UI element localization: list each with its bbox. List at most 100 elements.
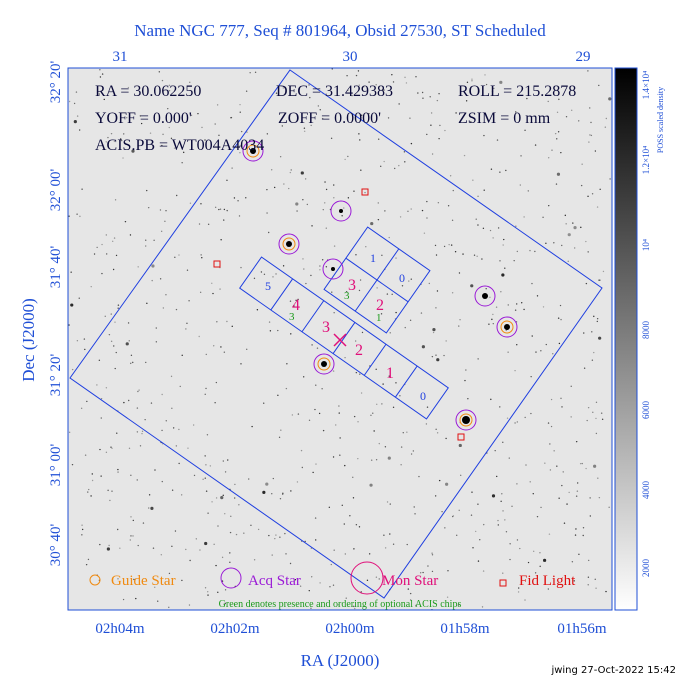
sky-speck (386, 501, 389, 503)
info-text: YOFF = 0.000' (95, 110, 192, 127)
sky-speck (377, 202, 379, 204)
sky-speck (338, 405, 340, 407)
sky-speck (354, 340, 357, 342)
sky-speck (332, 584, 335, 586)
sky-speck (567, 233, 571, 237)
sky-speck (124, 220, 127, 223)
sky-speck (96, 246, 98, 249)
sky-speck (81, 528, 84, 531)
sky-speck (179, 385, 181, 388)
sky-speck (278, 436, 281, 439)
sky-speck (207, 512, 209, 514)
sky-speck (388, 375, 390, 377)
sky-speck (551, 149, 553, 151)
sky-speck (488, 323, 490, 325)
sky-speck (509, 543, 511, 545)
sky-speck (515, 303, 518, 305)
sky-speck (286, 363, 288, 365)
sky-speck (406, 543, 408, 546)
sky-speck (575, 495, 578, 497)
guide-star (282, 237, 296, 251)
sky-speck (205, 387, 207, 390)
sky-speck (499, 406, 501, 408)
top-tick-label: 29 (576, 49, 591, 65)
acq-stars (242, 140, 518, 431)
sky-speck (319, 265, 321, 267)
sky-speck (330, 563, 332, 566)
sky-speck (497, 519, 499, 522)
sky-speck (507, 304, 509, 306)
sky-speck (359, 373, 361, 375)
sky-speck (529, 481, 531, 483)
sky-speck (521, 302, 523, 304)
sky-speck (375, 84, 377, 86)
sky-speck (78, 297, 80, 299)
sky-speck (171, 545, 173, 548)
sky-speck (319, 269, 321, 271)
sky-speck (214, 123, 216, 125)
sky-speck (114, 367, 116, 370)
sky-speck (598, 496, 601, 499)
sky-speck (266, 133, 269, 135)
legend-guide-icon (89, 574, 101, 586)
sky-speck (114, 321, 116, 323)
sky-speck (389, 533, 391, 535)
sky-speck (178, 462, 180, 465)
sky-speck (132, 519, 135, 522)
sky-speck (111, 490, 113, 492)
sky-speck (514, 422, 516, 424)
sky-speck (529, 249, 531, 252)
sky-speck (315, 384, 317, 386)
sky-speck (324, 202, 326, 204)
chip-label: 4 (292, 297, 300, 314)
sky-speck (476, 255, 478, 257)
sky-speck (438, 137, 440, 140)
sky-speck (309, 96, 311, 99)
sky-speck (161, 393, 163, 396)
sky-speck (587, 195, 589, 198)
sky-speck (245, 197, 247, 199)
sky-speck (333, 549, 335, 551)
fid-light (457, 433, 465, 441)
sky-speck (445, 482, 449, 486)
sky-speck (557, 131, 560, 133)
sky-speck (516, 539, 519, 541)
sky-speck (204, 139, 206, 141)
sky-speck (139, 115, 142, 117)
sky-speck (477, 224, 479, 226)
sky-speck (333, 245, 336, 247)
acq-star (474, 285, 496, 307)
sky-speck (181, 162, 183, 164)
sky-speck (516, 421, 519, 423)
sky-speck (343, 523, 345, 525)
sky-speck (204, 477, 206, 479)
sky-speck (489, 296, 491, 299)
sky-speck (159, 278, 162, 280)
sky-speck (507, 351, 509, 353)
sky-speck (602, 270, 605, 273)
sky-speck (260, 271, 263, 273)
sky-speck (472, 547, 474, 549)
sky-speck (168, 606, 170, 609)
sky-speck (128, 340, 130, 342)
sky-speck (311, 344, 313, 346)
sky-speck (212, 292, 214, 295)
sky-speck (381, 403, 383, 405)
sky-speck (378, 578, 380, 580)
sky-speck (580, 184, 583, 187)
sky-speck (211, 282, 213, 284)
sky-speck (511, 505, 513, 507)
sky-speck (271, 554, 273, 556)
sky-speck (105, 387, 108, 389)
legend-acq-icon (220, 567, 242, 589)
sky-speck (216, 321, 218, 323)
sky-speck (153, 239, 155, 241)
sky-speck (137, 266, 139, 268)
chip-label: 3 (348, 277, 356, 294)
legend-fid-icon (499, 579, 507, 587)
sky-speck (239, 103, 241, 106)
sky-speck (265, 482, 269, 486)
chip-edge (332, 322, 356, 354)
info-text: ZSIM = 0 mm (458, 110, 551, 127)
sky-speck (430, 124, 432, 126)
